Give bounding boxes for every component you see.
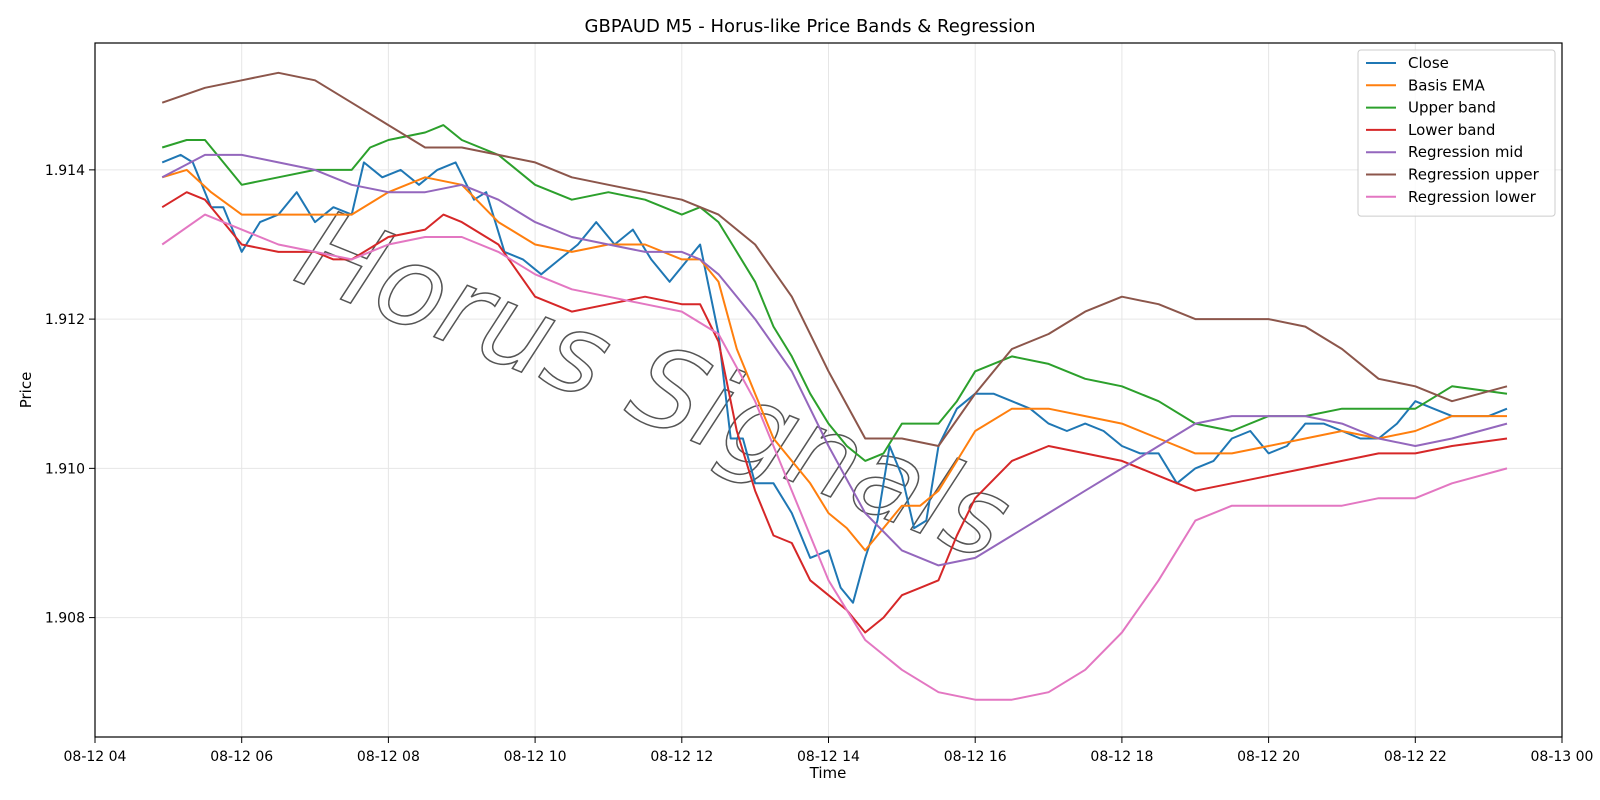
x-tick-label: 08-12 18 <box>1090 749 1153 765</box>
legend-box <box>1357 49 1556 217</box>
x-tick-label: 08-12 06 <box>210 749 273 765</box>
legend: Close Basis EMA Upper band Lower band Regres… <box>1357 49 1556 217</box>
series-line-regression-lower <box>161 213 1508 701</box>
x-tick-label: 08-13 00 <box>1531 749 1594 765</box>
x-tick-label: 08-12 22 <box>1384 749 1447 765</box>
y-tick-label: 1.910 <box>45 461 85 477</box>
y-tick-label: 1.908 <box>45 611 85 627</box>
series-layer <box>161 71 1508 701</box>
legend-label: Lower band <box>1408 121 1495 139</box>
series-line-basis-ema <box>161 168 1507 552</box>
y-tick-label: 1.912 <box>45 312 85 328</box>
legend-label: Close <box>1408 54 1449 72</box>
series-line-regression-mid <box>161 153 1508 567</box>
x-axis-title: Time <box>809 764 847 782</box>
chart-title: GBPAUD M5 - Horus-like Price Bands & Reg… <box>585 16 1036 37</box>
x-tick-label: 08-12 10 <box>504 749 567 765</box>
x-tick-label: 08-12 16 <box>944 749 1007 765</box>
series-line-close <box>161 153 1508 604</box>
y-axis-title: Price <box>17 372 35 409</box>
x-tick-label: 08-12 20 <box>1237 749 1300 765</box>
x-axis: 08-12 04 08-12 06 08-12 08 08-12 10 08-12 12… <box>64 737 1594 765</box>
y-axis: 1.908 1.910 1.912 1.914 <box>45 163 95 627</box>
x-tick-label: 08-12 04 <box>64 749 127 765</box>
x-tick-label: 08-12 12 <box>650 749 713 765</box>
y-tick-label: 1.914 <box>45 163 85 179</box>
legend-label: Upper band <box>1408 99 1496 117</box>
legend-label: Regression mid <box>1408 143 1523 161</box>
legend-label: Regression lower <box>1408 188 1537 206</box>
legend-label: Basis EMA <box>1408 76 1485 94</box>
legend-label: Regression upper <box>1408 166 1540 184</box>
x-tick-label: 08-12 14 <box>797 749 860 765</box>
series-line-regression-upper <box>161 71 1508 447</box>
x-tick-label: 08-12 08 <box>357 749 420 765</box>
